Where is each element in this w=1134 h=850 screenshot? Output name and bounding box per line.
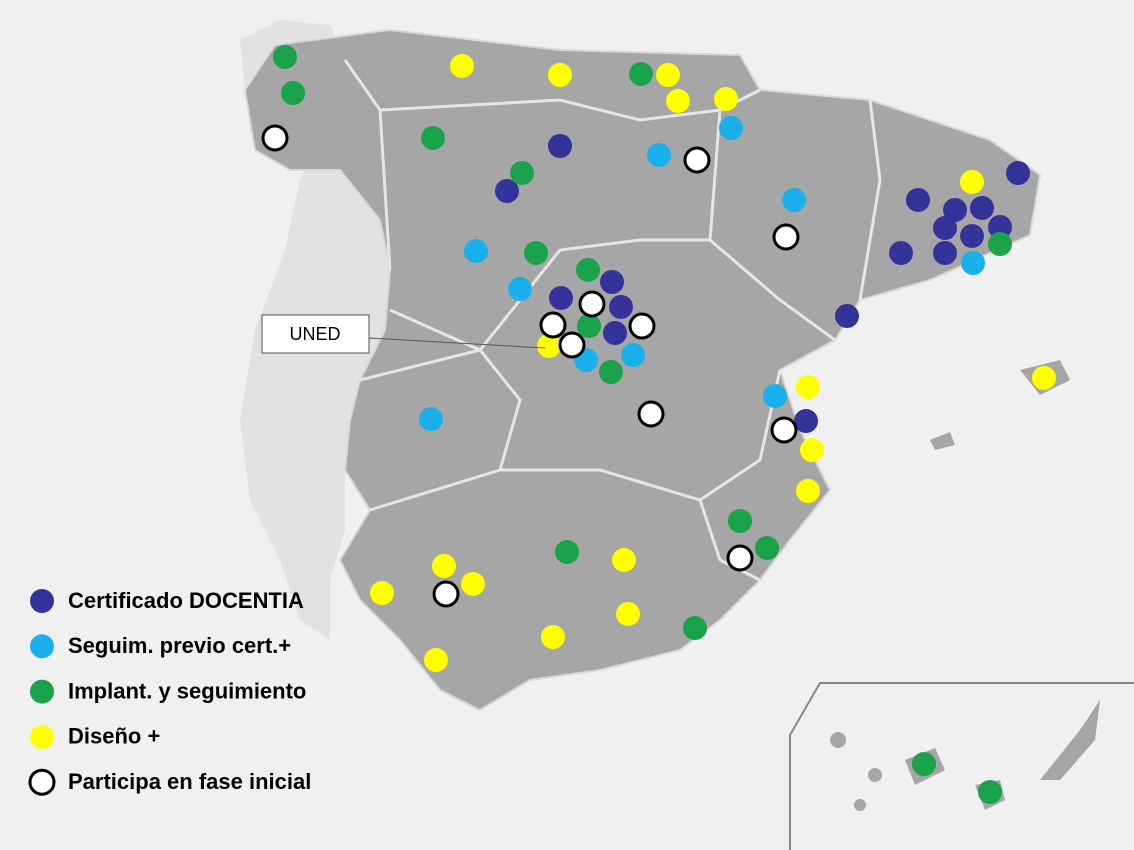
map-dot xyxy=(906,188,930,212)
legend-label: Diseño + xyxy=(68,724,160,749)
map-dot xyxy=(933,216,957,240)
map-dot xyxy=(961,251,985,275)
map-dot xyxy=(616,602,640,626)
map-dot xyxy=(628,312,656,340)
legend-label: Participa en fase inicial xyxy=(68,769,311,794)
map-dot xyxy=(656,63,680,87)
map-dot xyxy=(555,540,579,564)
map-dot xyxy=(714,87,738,111)
map-dot xyxy=(889,241,913,265)
menorca xyxy=(930,432,955,450)
map-dot xyxy=(943,198,967,222)
map-dot xyxy=(612,548,636,572)
canarias-frame xyxy=(789,682,1134,850)
map-dot xyxy=(548,63,572,87)
map-dot xyxy=(424,648,448,672)
map-dot xyxy=(970,196,994,220)
legend-marker xyxy=(28,768,56,796)
map-dot xyxy=(419,407,443,431)
map-dot xyxy=(432,554,456,578)
map-dot xyxy=(464,239,488,263)
map-dot xyxy=(683,616,707,640)
map-dot xyxy=(577,314,601,338)
map-dot xyxy=(794,409,818,433)
spain-mainland xyxy=(243,28,1042,712)
map-dot xyxy=(549,286,573,310)
map-dot xyxy=(461,572,485,596)
map-dot xyxy=(603,321,627,345)
map-dot xyxy=(450,54,474,78)
annotation-line xyxy=(368,337,546,349)
map-dot xyxy=(578,290,606,318)
map-dot xyxy=(432,580,460,608)
map-dot xyxy=(421,126,445,150)
map-dot xyxy=(1006,161,1030,185)
legend-marker xyxy=(30,724,54,749)
map-dot xyxy=(637,400,665,428)
map-dot xyxy=(599,360,623,384)
map-dot xyxy=(960,170,984,194)
map-dot xyxy=(755,536,779,560)
map-dot xyxy=(726,544,754,572)
map-dot xyxy=(495,179,519,203)
map-dot xyxy=(960,224,984,248)
map-dot xyxy=(796,479,820,503)
map-dot xyxy=(719,116,743,140)
map-dot xyxy=(763,384,787,408)
map-dot xyxy=(683,146,711,174)
map-dot xyxy=(600,270,624,294)
map-dot xyxy=(558,331,586,359)
annotation-box xyxy=(261,314,370,354)
map-dot xyxy=(772,223,800,251)
map-dot xyxy=(796,375,820,399)
map-dot xyxy=(629,62,653,86)
map-dot xyxy=(912,752,936,776)
map-dot xyxy=(508,277,532,301)
map-dot xyxy=(621,343,645,367)
legend: Certificado DOCENTIA Seguim. previo cert.… xyxy=(28,588,311,796)
legend-label: Certificado DOCENTIA xyxy=(68,588,304,613)
map-dot xyxy=(576,258,600,282)
dots xyxy=(261,45,1056,804)
map-dot xyxy=(609,295,633,319)
map-dot xyxy=(541,625,565,649)
legend-label: Implant. y seguimiento xyxy=(68,678,306,703)
map-dot xyxy=(666,89,690,113)
legend-marker xyxy=(30,634,54,659)
map-dot xyxy=(510,161,534,185)
map-dot xyxy=(988,232,1012,256)
map-dot xyxy=(281,81,305,105)
map-dot xyxy=(978,780,1002,804)
map-dot xyxy=(933,241,957,265)
legend-label: Seguim. previo cert.+ xyxy=(68,633,291,658)
map-dot xyxy=(537,334,561,358)
map-dot xyxy=(770,416,798,444)
annotation: UNED xyxy=(289,324,340,344)
map-dot xyxy=(524,241,548,265)
legend-marker xyxy=(30,679,54,704)
map-dot xyxy=(988,215,1012,239)
map-dot xyxy=(1032,366,1056,390)
map-dot xyxy=(835,304,859,328)
map-dot xyxy=(370,581,394,605)
map-dot xyxy=(647,143,671,167)
map-dot xyxy=(782,188,806,212)
map-dot xyxy=(800,438,824,462)
map-dot xyxy=(548,134,572,158)
map-dot xyxy=(261,124,289,152)
map-dot xyxy=(273,45,297,69)
legend-marker xyxy=(30,589,54,613)
map-dot xyxy=(728,509,752,533)
map-dot xyxy=(539,311,567,339)
